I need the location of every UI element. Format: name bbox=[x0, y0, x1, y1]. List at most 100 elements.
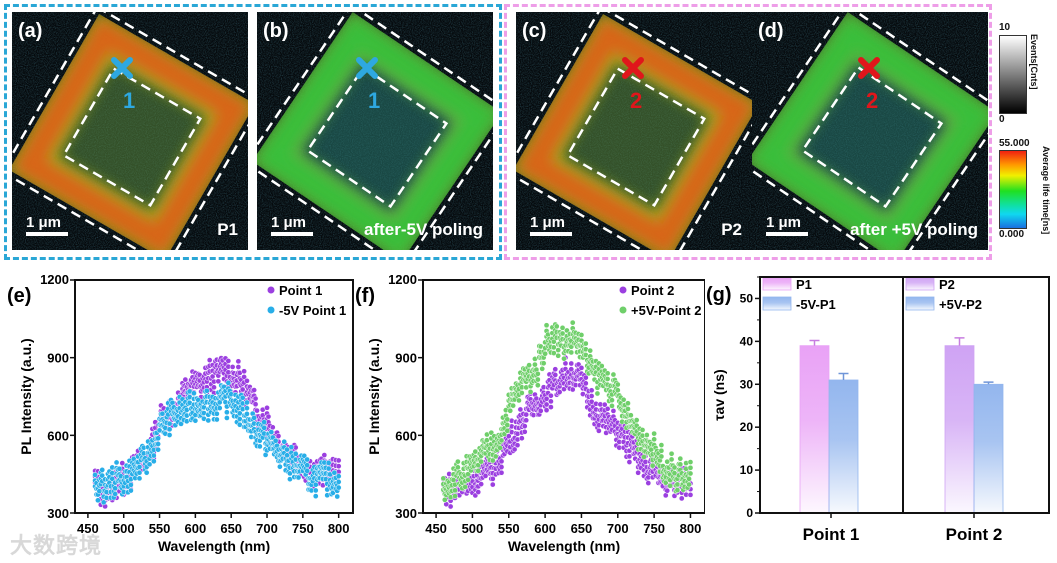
flim-image-panel: 1 (a) 1 μm P1 bbox=[12, 12, 248, 250]
data-point bbox=[277, 463, 283, 470]
legend-swatch bbox=[905, 276, 935, 291]
data-point bbox=[578, 365, 585, 371]
data-point bbox=[543, 322, 550, 329]
data-point bbox=[224, 415, 230, 421]
data-point bbox=[191, 390, 197, 397]
y-tick-label: 600 bbox=[47, 428, 69, 443]
data-point bbox=[532, 361, 538, 368]
data-point bbox=[687, 464, 694, 471]
x-tick-label: 550 bbox=[498, 521, 520, 536]
data-point bbox=[662, 492, 669, 499]
data-point bbox=[136, 475, 143, 482]
legend-label: +5V-P2 bbox=[939, 297, 982, 312]
y-tick-label: 300 bbox=[395, 506, 417, 521]
data-point bbox=[475, 467, 482, 474]
chart-g: P1 -5V-P1 Point 1 P2 +5V-P2 Point 2 0 10 20 30 40 5… bbox=[706, 276, 1050, 544]
legend-label: Point 2 bbox=[631, 283, 674, 298]
flim-image-panel: 2 (d) 1 μm after +5V poling bbox=[752, 12, 988, 250]
data-point bbox=[264, 404, 270, 411]
data-point bbox=[658, 453, 665, 460]
plot-frame bbox=[759, 276, 1050, 514]
y-tick-label: 300 bbox=[47, 506, 69, 521]
data-point bbox=[582, 380, 589, 387]
point-number: 2 bbox=[866, 88, 879, 113]
y-axis-label: PL Intensity (a.u.) bbox=[366, 338, 382, 454]
data-point bbox=[604, 376, 611, 382]
data-point bbox=[635, 469, 641, 476]
y-tick-label: 900 bbox=[47, 351, 69, 366]
x-tick-label: 800 bbox=[680, 521, 702, 536]
data-point bbox=[244, 399, 250, 406]
bar--5v-p1 bbox=[828, 379, 859, 514]
data-point bbox=[626, 453, 633, 460]
data-point bbox=[166, 432, 173, 438]
data-point bbox=[686, 481, 692, 488]
data-point bbox=[166, 420, 173, 427]
data-point bbox=[441, 496, 448, 503]
data-point bbox=[534, 382, 541, 389]
data-point bbox=[268, 429, 275, 435]
data-point bbox=[540, 360, 547, 367]
y-tick-label: 600 bbox=[395, 428, 417, 443]
data-point bbox=[92, 472, 98, 478]
events-colorbar bbox=[999, 35, 1027, 114]
data-point bbox=[626, 459, 633, 465]
data-point bbox=[478, 458, 484, 465]
data-point bbox=[452, 493, 458, 499]
x-tick-label: 750 bbox=[643, 521, 665, 536]
data-point bbox=[209, 373, 216, 380]
data-point bbox=[239, 386, 246, 393]
data-point bbox=[284, 446, 290, 453]
data-point bbox=[552, 366, 559, 373]
lifetime-colorbar bbox=[999, 150, 1027, 229]
data-point bbox=[235, 364, 242, 370]
data-point bbox=[651, 430, 657, 437]
data-point bbox=[335, 484, 342, 491]
outer-dashed-square bbox=[516, 12, 752, 250]
data-point bbox=[335, 457, 342, 464]
x-tick-label: 600 bbox=[185, 521, 207, 536]
x-tick-label: 750 bbox=[292, 521, 314, 536]
data-point bbox=[588, 393, 595, 399]
data-point bbox=[523, 411, 530, 418]
scale-bar-label: 1 μm bbox=[271, 214, 307, 231]
cross-marker-icon bbox=[111, 57, 133, 79]
data-point bbox=[215, 378, 222, 385]
data-point bbox=[588, 387, 595, 394]
x-tick-label: 600 bbox=[534, 521, 556, 536]
data-point bbox=[325, 465, 332, 472]
data-point bbox=[561, 355, 567, 362]
data-point bbox=[518, 435, 525, 442]
legend-label: -5V-P1 bbox=[796, 297, 836, 312]
data-point bbox=[261, 419, 268, 425]
data-point bbox=[498, 464, 505, 470]
data-point bbox=[465, 476, 471, 483]
x-tick-label: 450 bbox=[77, 521, 99, 536]
data-point bbox=[662, 479, 669, 486]
scale-bar: 1 μm bbox=[271, 214, 313, 236]
data-point bbox=[514, 442, 521, 449]
data-point bbox=[674, 487, 681, 493]
data-point bbox=[543, 395, 550, 402]
data-point bbox=[192, 417, 199, 424]
data-point bbox=[568, 360, 575, 367]
data-point bbox=[555, 347, 562, 353]
data-point bbox=[203, 387, 210, 394]
y-tick-label: 40 bbox=[740, 334, 754, 348]
data-point bbox=[504, 427, 511, 434]
data-point bbox=[559, 324, 566, 331]
legend-label: +5V-Point 2 bbox=[631, 303, 701, 318]
cross-marker-icon bbox=[356, 57, 378, 79]
data-point bbox=[625, 400, 631, 407]
data-point bbox=[598, 363, 605, 369]
panel-label: (d) bbox=[758, 20, 784, 42]
panel-condition-label: P1 bbox=[217, 220, 238, 239]
data-point bbox=[582, 340, 589, 347]
scale-bar: 1 μm bbox=[26, 214, 68, 236]
point-number: 1 bbox=[368, 88, 381, 113]
data-point bbox=[620, 396, 627, 403]
data-point bbox=[257, 443, 263, 450]
data-point bbox=[649, 462, 656, 469]
data-point bbox=[295, 474, 302, 481]
y-tick-label: 20 bbox=[740, 420, 754, 434]
